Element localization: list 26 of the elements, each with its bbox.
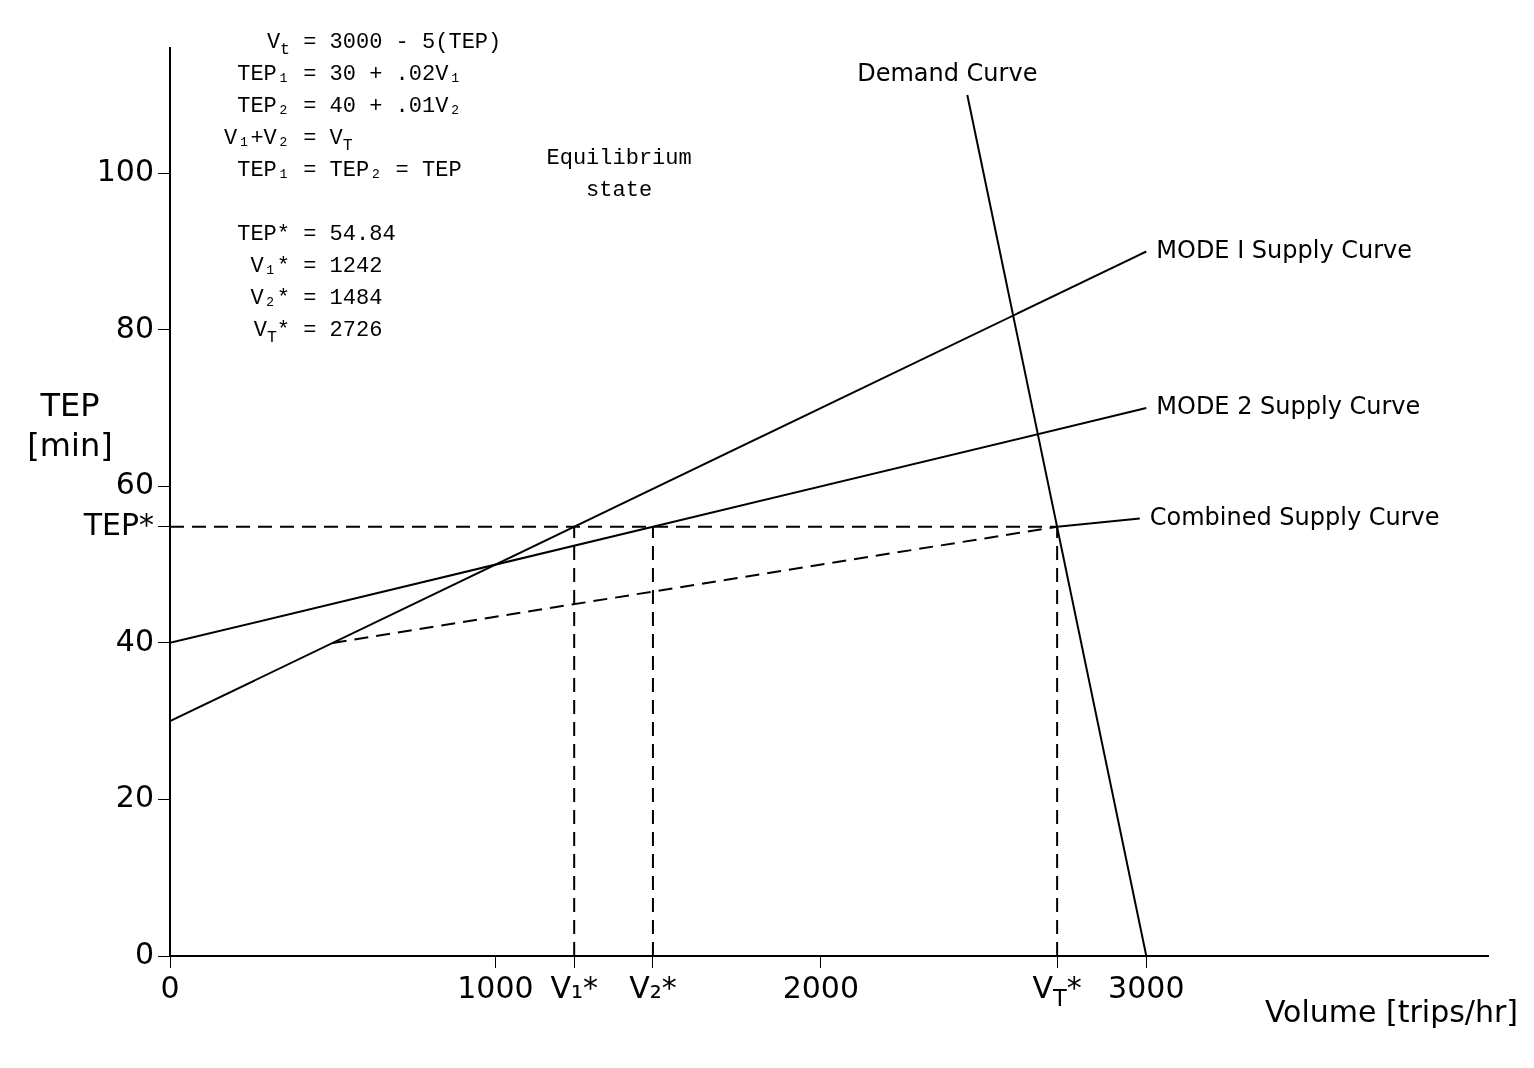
annotation: TEP₁ = TEP₂ = TEP — [237, 157, 462, 183]
y-tick-label: 0 — [134, 935, 155, 971]
x-tick-label: V₁* — [550, 969, 598, 1005]
x-axis-title: Volume [trips/hr] — [1264, 993, 1519, 1029]
series-label: Demand Curve — [857, 59, 1038, 88]
x-tick-label: V₂* — [629, 969, 677, 1005]
series-label: Combined Supply Curve — [1149, 502, 1440, 531]
annotation: TEP₂ = 40 + .01V₂ — [237, 93, 462, 119]
series-label: MODE I Supply Curve — [1156, 235, 1413, 264]
series-label: MODE 2 Supply Curve — [1156, 392, 1421, 421]
annotation: Equilibrium state — [546, 145, 692, 203]
annotation: TEP* = 54.84 — [237, 221, 396, 247]
y-tick-label: 40 — [115, 622, 155, 658]
y-tick-label: 80 — [115, 309, 155, 345]
annotation: V₁* = 1242 — [250, 253, 383, 279]
x-tick-label: 0 — [160, 969, 180, 1005]
annotation: TEP₁ = 30 + .02V₁ — [237, 61, 462, 87]
x-tick-label: 3000 — [1108, 969, 1185, 1005]
x-tick-label: 2000 — [782, 969, 860, 1005]
x-tick-label: 1000 — [457, 969, 534, 1005]
y-tick-label: 60 — [115, 466, 155, 502]
y-axis-title: TEP [min] — [27, 386, 113, 465]
annotation: V₂* = 1484 — [250, 285, 383, 311]
y-tick-label: TEP* — [82, 506, 154, 542]
y-tick-label: 100 — [96, 153, 154, 189]
y-tick-label: 20 — [115, 779, 155, 815]
